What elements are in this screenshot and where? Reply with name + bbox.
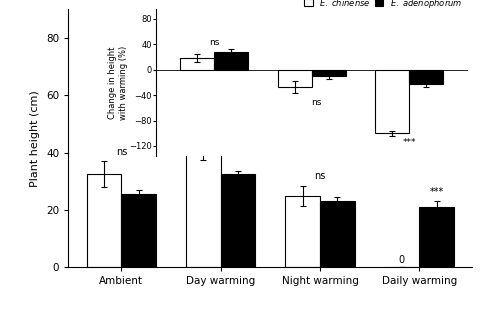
Text: ns: ns: [311, 98, 322, 107]
Bar: [121, 194, 156, 267]
Text: ns: ns: [314, 171, 326, 181]
Bar: [214, 52, 248, 70]
Text: *: *: [226, 136, 231, 146]
Bar: [186, 154, 221, 267]
Y-axis label: Change in height
with warming (%): Change in height with warming (%): [108, 45, 128, 119]
Bar: [278, 70, 312, 87]
Bar: [221, 174, 255, 267]
Bar: [409, 70, 443, 84]
Bar: [87, 174, 121, 267]
Text: ***: ***: [430, 187, 444, 197]
Text: ***: ***: [402, 138, 416, 147]
Bar: [180, 58, 214, 70]
Text: ns: ns: [115, 147, 127, 157]
Legend: $E.\ chinense$, $E.\ adenophorum$: $E.\ chinense$, $E.\ adenophorum$: [303, 0, 463, 11]
Bar: [419, 207, 454, 267]
Text: ns: ns: [209, 39, 220, 48]
Text: 0: 0: [399, 255, 405, 265]
Bar: [375, 70, 409, 133]
Bar: [312, 70, 346, 76]
Bar: [320, 202, 355, 267]
Y-axis label: Plant height (cm): Plant height (cm): [31, 90, 40, 187]
Bar: [285, 196, 320, 267]
